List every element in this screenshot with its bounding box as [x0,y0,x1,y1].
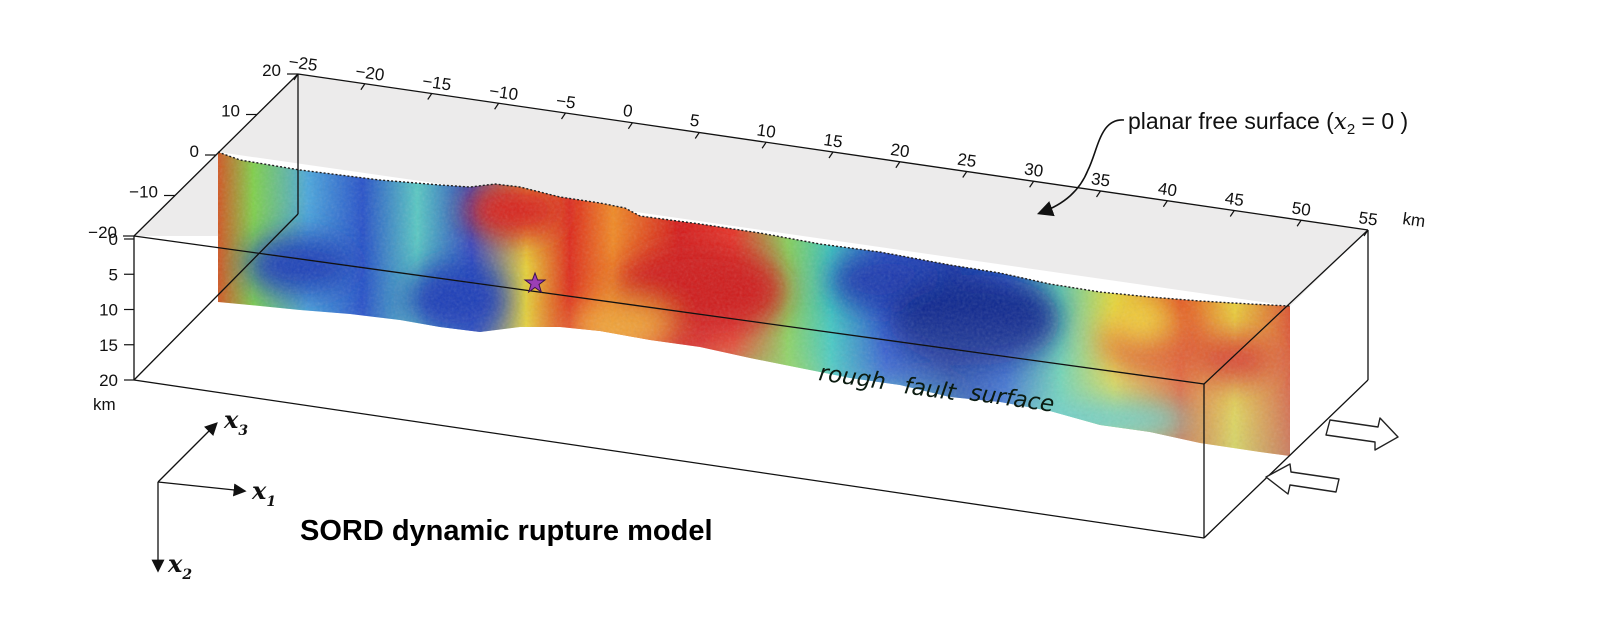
top-axis-tick [427,93,433,100]
top-axis-tick-label: −5 [555,91,577,113]
shear-arrow-right [1325,417,1399,451]
top-axis-tick [1096,190,1101,198]
depth-axis-tick-label: 0 [109,230,118,249]
top-axis-tick-label: 10 [756,120,777,141]
top-axis-tick [828,151,834,159]
depth-axis-tick-label: 10 [99,301,118,320]
top-axis-tick-label: −20 [354,62,385,85]
depth-axis-tick-label: 20 [99,371,118,390]
fault-surface-trace [217,151,1291,307]
top-axis-ticks: −25 −20 −15 −10 −5 0 5 10 15 20 25 30 35 40 45 50 55 [287,52,1379,237]
top-axis-tick [1363,229,1369,237]
top-axis-tick [494,102,500,110]
hypocenter-star [523,271,547,294]
top-axis-unit: km [1401,209,1426,231]
top-axis-tick [1229,210,1235,217]
left-axis-tick-label: 0 [190,142,199,161]
top-axis-tick [561,112,566,120]
left-axis-tick-label: −10 [129,183,158,202]
top-axis-tick [293,73,299,81]
top-axis-tick [694,132,700,139]
top-axis-tick [627,122,633,130]
top-axis-tick-label: 55 [1357,208,1378,229]
depth-axis-ticks: 0 5 10 15 20 [99,230,134,390]
free-surface-label: planar free surface (x2 = 0 ) [1128,108,1408,138]
left-axis-ticks: 20 10 0 −10 −20 [88,61,298,242]
axis-label-x2: x2 [167,549,192,583]
top-axis-tick [1296,219,1302,227]
free-surface-plane [218,74,1368,306]
top-axis-tick-label: 20 [889,140,910,161]
diagram-title: SORD dynamic rupture model [300,515,713,547]
top-axis-tick [1029,180,1035,188]
coordinate-axes [151,422,247,573]
top-axis-tick-label: 45 [1224,189,1245,210]
depth-axis-unit: km [93,395,116,414]
depth-axis-tick-label: 5 [109,265,118,284]
top-axis-tick-label: −25 [287,52,318,75]
top-axis-tick [360,83,366,91]
axis-label-x1: x1 [251,476,276,510]
top-axis-tick-label: 40 [1157,179,1178,200]
top-axis-tick-label: 5 [689,111,701,131]
depth-axis-tick-label: 15 [99,336,118,355]
shear-arrow-left [1265,463,1340,495]
top-axis-tick [761,141,767,149]
top-axis-tick-label: 35 [1090,169,1111,190]
left-axis-tick-label: −20 [88,223,117,242]
top-axis-tick-label: −10 [488,81,519,104]
top-axis-tick-label: 25 [956,150,977,171]
free-surface-arrow [1036,119,1125,217]
top-axis-tick-label: 0 [622,101,634,121]
top-axis-tick-label: 15 [822,130,843,151]
top-axis-tick [895,161,901,169]
left-axis-tick-label: 10 [221,102,240,121]
left-axis-tick-label: 20 [262,61,281,80]
top-axis-tick-label: 30 [1023,159,1044,180]
top-axis-tick [962,171,968,178]
top-axis-tick-label: 50 [1291,198,1312,219]
top-axis-tick [1162,200,1168,208]
top-axis-tick-label: −15 [421,72,452,95]
axis-label-x3: x3 [223,405,248,439]
